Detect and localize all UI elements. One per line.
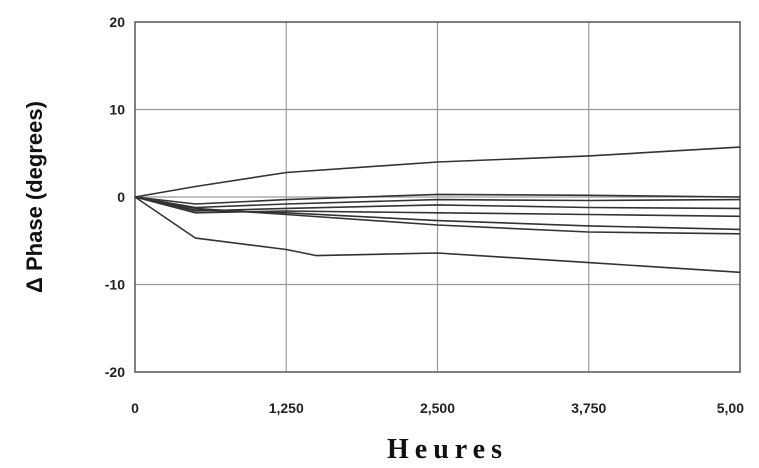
series-line-8	[134, 196, 741, 274]
y-tick-label: 10	[109, 102, 125, 118]
y-axis-title: Δ Phase (degrees)	[22, 101, 47, 293]
series-line-5	[134, 196, 741, 218]
series-line-2	[134, 193, 741, 205]
x-axis-title: Heures	[387, 434, 508, 465]
series-lines	[134, 146, 741, 274]
x-axis-ticks: 0 1,250 2,500 3,750 5,00	[131, 400, 744, 416]
y-axis-ticks: 20 10 0 -10 -20	[105, 14, 125, 380]
y-tick-label: -20	[105, 364, 125, 380]
series-line-6	[134, 196, 741, 231]
series-line-1	[134, 146, 741, 198]
y-tick-label: -10	[105, 277, 125, 293]
y-tick-label: 20	[109, 14, 125, 30]
x-tick-label: 0	[131, 400, 139, 416]
y-tick-label: 0	[117, 189, 125, 205]
x-tick-label: 3,750	[571, 400, 606, 416]
x-tick-label: 1,250	[269, 400, 304, 416]
x-tick-label: 5,00	[717, 400, 744, 416]
series-line-7	[134, 196, 741, 235]
grid-lines	[135, 22, 740, 372]
x-tick-label: 2,500	[420, 400, 455, 416]
